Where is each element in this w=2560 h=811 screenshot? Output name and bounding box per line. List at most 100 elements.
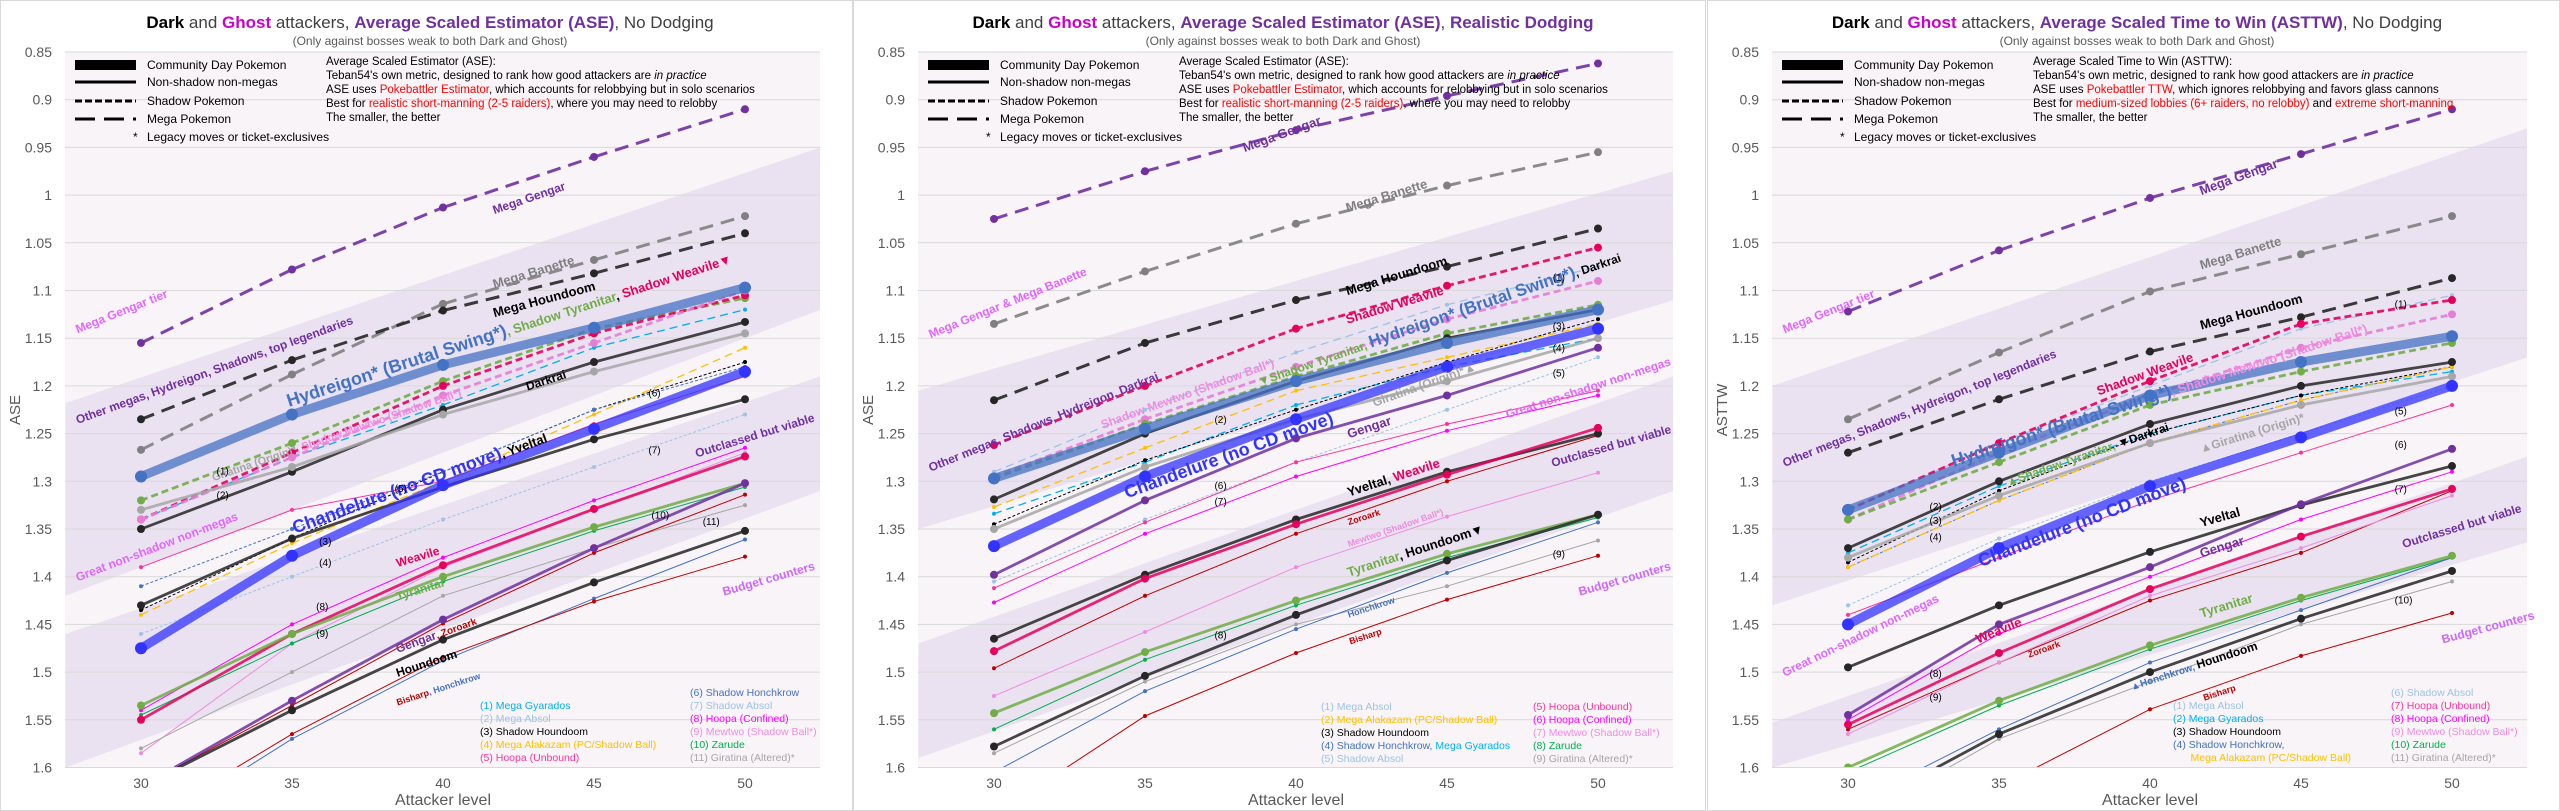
data-point: [590, 367, 598, 376]
data-point: [137, 445, 145, 454]
data-point: [2148, 574, 2152, 579]
tier-band: [1772, 456, 2527, 767]
y-tick-label: 1.05: [25, 235, 52, 251]
series-line: [1847, 487, 2453, 726]
legend-label: Legacy moves or ticket-exclusives: [1000, 130, 1182, 144]
data-point: [1292, 596, 1300, 605]
y-tick-label: 1.2: [33, 378, 53, 394]
data-point: [743, 503, 747, 508]
footnote-entry: (11) Giratina (Altered)*: [690, 752, 795, 764]
text-part: realistic short-manning (2-5 raiders): [1222, 98, 1404, 110]
text-part: , where you may need to relobby: [1403, 98, 1570, 110]
data-point: [1292, 610, 1300, 619]
data-point: [1596, 520, 1600, 525]
data-point: [590, 523, 598, 532]
footnote-entry: (9) Giratina (Altered)*: [1533, 753, 1633, 765]
description-line: Best for medium-sized lobbies (6+ raider…: [2033, 98, 2453, 110]
series-line: [140, 231, 746, 421]
description-line: The smaller, the better: [2033, 112, 2148, 124]
chart-panel-ase-realistic-dodging: 0.85 0.9 0.95 1 1.05 1.1 1.15 1.2 1.25 1.3 1.35 1.4…: [853, 0, 1706, 811]
text-part: (8) Hoopa (Confined): [690, 713, 789, 725]
text-part: ASE uses: [2033, 84, 2087, 96]
footnote-entry: (2) Mega Alakazam (PC/Shadow Ball): [1321, 714, 1497, 726]
series-mewtwo-shadow-ball-: [992, 470, 1600, 698]
series-mega-gengar: [137, 105, 749, 347]
series-line: [1847, 490, 2453, 730]
data-point: [1846, 603, 1850, 608]
series-line: [136, 283, 750, 481]
data-point: [2450, 493, 2454, 498]
data-point: [743, 445, 747, 450]
series-line: [1847, 385, 2453, 606]
x-tick-label: 45: [586, 775, 602, 791]
y-tick-label: 1.3: [1740, 473, 1760, 489]
data-point: [2297, 593, 2305, 602]
y-tick-label: 1.5: [33, 664, 53, 680]
series-chandelure-no-cd-move-: [1842, 379, 2458, 631]
data-point: [1294, 651, 1298, 656]
series-weavile: [1844, 484, 2456, 729]
data-point: [1445, 422, 1449, 427]
series-line: [993, 472, 1599, 697]
data-point: [290, 732, 294, 737]
data-point: [1844, 307, 1852, 316]
y-tick-label: 1.55: [878, 712, 905, 728]
data-point: [1844, 663, 1852, 672]
text-part: realistic short-manning (2-5 raiders): [369, 98, 551, 110]
data-point: [990, 742, 998, 751]
data-point: [139, 631, 143, 636]
data-point: [1441, 336, 1453, 349]
data-point: [288, 706, 296, 715]
footnote-entry: (1) Mega Absol: [1321, 701, 1392, 713]
description-line: Average Scaled Estimator (ASE):: [326, 56, 496, 68]
series-hydreigon-brutal-swing-: [135, 281, 751, 483]
data-point: [1592, 322, 1604, 335]
data-point: [592, 412, 596, 417]
callout-number: (1): [2395, 300, 2407, 311]
text-part: Realistic Dodging: [1450, 13, 1594, 32]
text-part: Average Scaled Time to Win (ASTTW):: [2033, 56, 2232, 68]
callout-number: (6): [648, 388, 660, 399]
y-tick-label: 1.45: [25, 616, 52, 632]
series-mega-banette: [1844, 212, 2456, 424]
callout-number: (6): [1214, 481, 1226, 492]
data-point: [992, 586, 996, 591]
callout-number: (2): [1930, 502, 1942, 513]
series-line: [993, 356, 1599, 582]
data-point: [741, 452, 749, 461]
data-point: [741, 395, 749, 404]
data-point: [1443, 181, 1451, 190]
series-mega-gengar: [1844, 105, 2456, 316]
data-point: [2146, 400, 2154, 409]
x-tick-label: 40: [435, 775, 451, 791]
text-part: (11): [703, 517, 720, 528]
legend-label: Mega Pokemon: [147, 112, 231, 126]
text-part: , No Dodging: [2343, 13, 2442, 32]
callout-number: (5): [2395, 407, 2407, 418]
data-point: [139, 746, 143, 751]
text-part: (2): [1930, 502, 1942, 513]
data-point: [2297, 319, 2305, 328]
series-line: [1847, 360, 2453, 550]
text-part: Pokebattler Estimator: [380, 84, 490, 96]
data-point: [2297, 367, 2305, 376]
data-point: [2446, 379, 2458, 392]
text-part: in practice: [2361, 70, 2413, 82]
data-point: [1294, 460, 1298, 465]
y-tick-label: 1.55: [1732, 712, 1759, 728]
data-point: [1443, 91, 1451, 100]
text-part: (2): [1214, 415, 1226, 426]
data-point: [437, 479, 449, 492]
y-tick-label: 0.95: [878, 139, 905, 155]
series-mega-gengar: [990, 59, 1602, 223]
chart-svg: 0.85 0.9 0.95 1 1.05 1.1 1.15 1.2 1.25 1.3 1.35 1.4…: [0, 0, 853, 811]
y-tick-label: 0.85: [25, 44, 52, 60]
text-part: (3) Shadow Houndoom: [480, 726, 588, 738]
series-hoopa-confined-: [992, 393, 1600, 605]
callout-number: (8): [1214, 631, 1226, 642]
text-part: attackers,: [1097, 13, 1180, 32]
series-line: [1948, 581, 2453, 767]
series-line: [140, 293, 746, 521]
text-part: Dark: [972, 13, 1010, 32]
